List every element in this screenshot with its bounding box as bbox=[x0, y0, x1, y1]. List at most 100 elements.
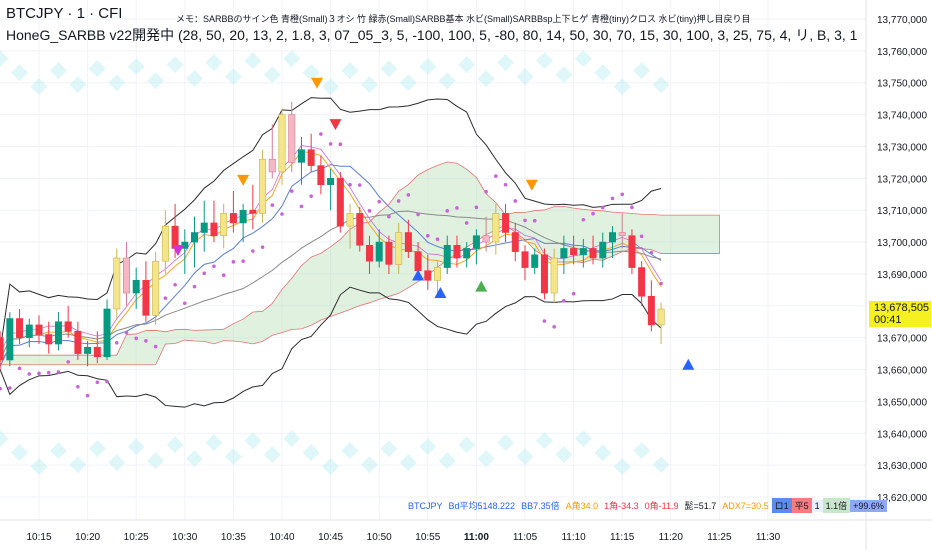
sar-dot bbox=[17, 366, 22, 371]
bg-diamond bbox=[360, 456, 378, 474]
candle-body bbox=[327, 178, 335, 186]
bg-diamond bbox=[108, 74, 126, 92]
time-tick-label: 11:30 bbox=[756, 532, 781, 543]
sar-dot bbox=[562, 298, 566, 303]
bg-diamond bbox=[438, 452, 456, 470]
candle-body bbox=[191, 232, 199, 243]
sar-dot bbox=[416, 212, 420, 217]
sar-dot bbox=[367, 209, 372, 213]
last-price-value: 13,678,505 bbox=[874, 302, 930, 314]
info-item: 1 bbox=[811, 499, 823, 512]
candle-body bbox=[550, 257, 558, 294]
candle-body bbox=[200, 222, 208, 233]
bg-diamond bbox=[613, 458, 631, 476]
time-tick-label: 10:35 bbox=[221, 532, 246, 543]
candle-body bbox=[443, 244, 451, 268]
candle-body bbox=[84, 346, 92, 354]
candle-body bbox=[511, 232, 519, 252]
candle-body bbox=[560, 248, 568, 259]
price-tick-label: 13,640,000 bbox=[877, 429, 927, 440]
candle-body bbox=[589, 248, 597, 259]
candle-body bbox=[346, 213, 354, 227]
candle-body bbox=[142, 280, 150, 316]
study-title[interactable]: HoneG_SARBB v22開発中 (28, 50, 20, 13, 2, 1… bbox=[6, 27, 858, 43]
sar-dot bbox=[426, 233, 430, 238]
sar-dot bbox=[630, 205, 634, 210]
sar-dot bbox=[620, 192, 624, 197]
sar-dot bbox=[134, 336, 138, 341]
symbol-title[interactable]: BTCJPY · 1 · CFI bbox=[6, 5, 123, 22]
signal-triangle-up bbox=[412, 269, 425, 281]
sar-dot bbox=[464, 221, 469, 225]
sar-dot bbox=[387, 214, 391, 219]
sar-dot bbox=[289, 189, 294, 193]
price-tick-label: 13,760,000 bbox=[877, 47, 927, 58]
bg-diamond bbox=[166, 436, 184, 454]
candle-body bbox=[64, 321, 72, 332]
candle-body bbox=[395, 232, 403, 265]
bg-diamond bbox=[438, 72, 456, 90]
bg-diamond bbox=[341, 442, 359, 460]
candle-body bbox=[657, 308, 665, 326]
time-tick-label: 11:05 bbox=[513, 532, 538, 543]
info-item: 髭=51.7 bbox=[684, 501, 717, 511]
candle-body bbox=[0, 337, 4, 361]
bg-diamond bbox=[535, 432, 553, 450]
bg-diamond bbox=[0, 430, 9, 448]
candle-body bbox=[103, 308, 111, 358]
bg-diamond bbox=[283, 430, 301, 448]
candle-body bbox=[385, 241, 393, 265]
bg-diamond bbox=[458, 436, 476, 454]
price-axis: 13,620,000 13,630,000 13,640,000 13,650,000… bbox=[865, 0, 927, 550]
candles bbox=[0, 101, 665, 370]
bg-diamond bbox=[594, 444, 612, 462]
candle-body bbox=[122, 257, 130, 294]
candle-body bbox=[404, 232, 412, 252]
bg-diamond bbox=[497, 54, 515, 72]
bg-diamond bbox=[30, 78, 48, 96]
time-tick-label: 11:10 bbox=[561, 532, 586, 543]
sar-dot bbox=[56, 370, 61, 374]
sar-dot bbox=[649, 250, 654, 255]
sar-dot bbox=[445, 209, 450, 213]
bb-upper-line bbox=[0, 97, 662, 351]
bg-diamond bbox=[263, 446, 281, 464]
sar-dot bbox=[532, 218, 537, 223]
bg-diamond bbox=[244, 432, 262, 450]
sar-dot bbox=[484, 189, 488, 194]
bg-diamond bbox=[613, 78, 631, 96]
candle-body bbox=[628, 235, 636, 268]
candle-body bbox=[647, 295, 655, 326]
sar-dot bbox=[571, 291, 576, 296]
candle-body bbox=[259, 158, 267, 214]
time-tick-label: 10:15 bbox=[26, 532, 51, 543]
bg-diamond bbox=[244, 52, 262, 70]
bg-diamond bbox=[166, 56, 184, 74]
sar-dot bbox=[348, 182, 352, 187]
sar-dot bbox=[309, 194, 313, 198]
bg-diamond bbox=[380, 440, 398, 458]
bg-diamond bbox=[11, 444, 29, 462]
bg-diamond bbox=[69, 456, 87, 474]
sar-dot bbox=[260, 245, 265, 249]
bg-diamond bbox=[555, 446, 573, 464]
sar-dot bbox=[153, 344, 158, 349]
time-tick-label: 10:45 bbox=[318, 532, 343, 543]
price-tick-label: 13,730,000 bbox=[877, 142, 927, 153]
sar-dot bbox=[319, 132, 323, 136]
sar-dot bbox=[144, 339, 148, 343]
candle-body bbox=[482, 235, 490, 243]
sar-dot bbox=[299, 204, 304, 209]
candle-body bbox=[288, 114, 296, 163]
bg-diamond bbox=[49, 62, 67, 80]
price-tick-label: 13,670,000 bbox=[877, 334, 927, 345]
bg-diamond bbox=[380, 60, 398, 78]
candle-body bbox=[424, 270, 432, 281]
sar-dot bbox=[639, 234, 644, 239]
bg-diamond bbox=[633, 442, 651, 460]
price-tick-label: 13,700,000 bbox=[877, 238, 927, 249]
bg-diamond bbox=[419, 438, 437, 456]
info-item: Bd平均5148.222 bbox=[448, 501, 516, 511]
